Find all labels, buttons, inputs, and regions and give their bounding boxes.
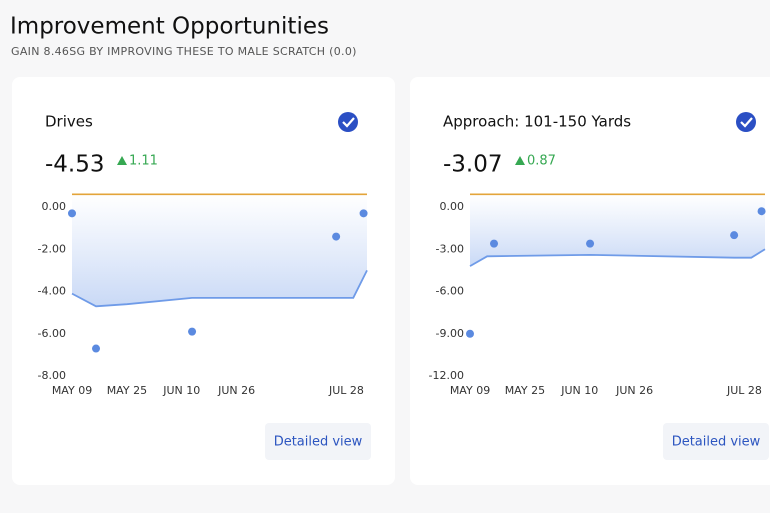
x-tick-label: JUN 26: [217, 384, 255, 397]
x-tick-label: JUN 10: [162, 384, 200, 397]
data-point: [188, 327, 197, 336]
check-mark: [342, 117, 355, 128]
y-tick-label: -2.00: [38, 242, 66, 255]
metric-change: 0.87: [527, 154, 556, 169]
y-tick-label: -4.00: [38, 285, 66, 298]
card-background: [410, 77, 770, 485]
x-tick-label: JUN 10: [560, 384, 598, 397]
y-tick-label: -9.00: [436, 327, 464, 340]
data-point: [586, 239, 595, 248]
y-tick-label: -3.00: [436, 242, 464, 255]
check-icon: [338, 112, 358, 132]
area-fill: [72, 194, 367, 307]
x-tick-label: MAY 09: [450, 384, 490, 397]
x-tick-label: JUL 28: [328, 384, 364, 397]
check-mark: [740, 117, 753, 128]
data-point: [730, 231, 739, 240]
up-arrow: [117, 156, 127, 165]
card: Drives -4.53 1.11 0.00 -2.00 -4.00 -6.00 -8.00 M…: [12, 77, 395, 485]
trend-line: [469, 248, 766, 267]
card-title: Approach: 101-150 Yards: [443, 113, 631, 131]
page-subtitle: GAIN 8.46SG BY IMPROVING THESE TO MALE S…: [11, 45, 357, 58]
card-title: Drives: [45, 113, 93, 131]
card: Approach: 101-150 Yards -3.07 0.87 0.00 -3.0…: [410, 77, 770, 485]
detailed-view-button[interactable]: [663, 423, 769, 460]
check-icon: [736, 112, 756, 132]
x-tick-label: MAY 25: [107, 384, 147, 397]
detailed-view-label[interactable]: Detailed view: [672, 435, 761, 450]
data-point: [466, 329, 474, 338]
detailed-view-button[interactable]: [265, 423, 371, 460]
y-tick-label: -12.00: [429, 369, 464, 382]
up-arrow: [515, 156, 525, 165]
data-point: [332, 232, 341, 241]
data-point: [490, 239, 499, 248]
metric-change: 1.11: [129, 154, 158, 169]
y-tick-label: -6.00: [436, 285, 464, 298]
data-point: [92, 344, 101, 353]
x-tick-label: MAY 09: [52, 384, 92, 397]
x-tick-label: MAY 25: [505, 384, 545, 397]
y-tick-label: -6.00: [38, 327, 66, 340]
detailed-view-label[interactable]: Detailed view: [274, 435, 363, 450]
page-title: Improvement Opportunities: [10, 14, 329, 40]
data-point: [757, 207, 766, 216]
y-tick-label: -8.00: [38, 369, 66, 382]
trend-line: [71, 269, 368, 308]
data-point: [359, 209, 368, 218]
metric-value: -3.07: [443, 152, 503, 178]
y-tick-label: 0.00: [440, 200, 465, 213]
x-tick-label: JUL 28: [726, 384, 762, 397]
x-tick-label: JUN 26: [615, 384, 653, 397]
metric-value: -4.53: [45, 152, 105, 178]
y-tick-label: 0.00: [42, 200, 67, 213]
area-fill: [470, 194, 765, 267]
data-point: [68, 209, 76, 218]
